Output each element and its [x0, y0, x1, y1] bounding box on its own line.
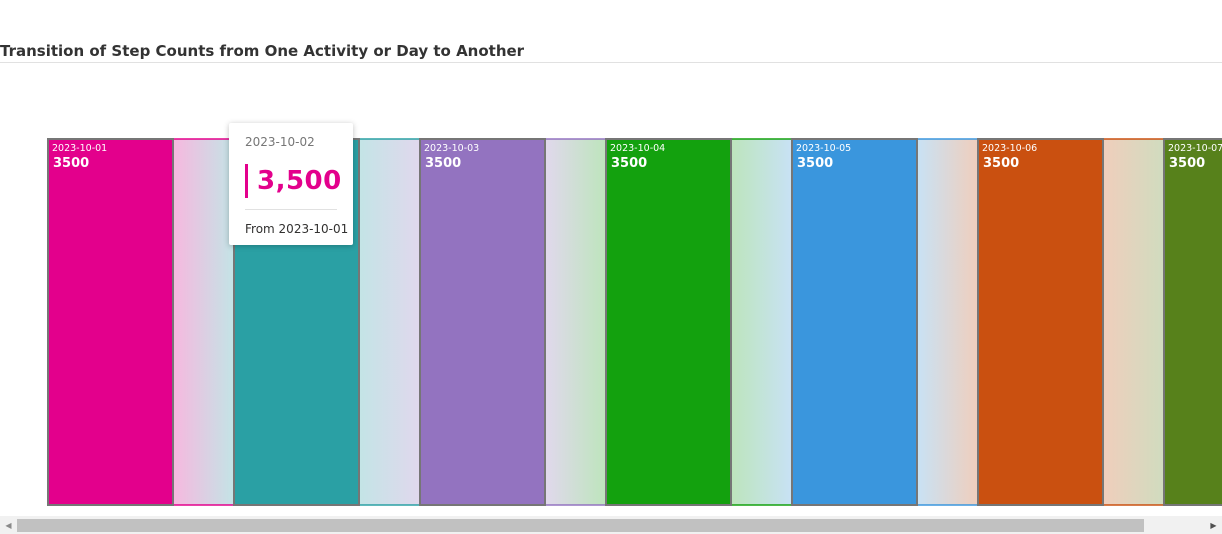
node-date-label: 2023-10-03 [424, 143, 479, 154]
sankey-chart: 2023-10-01 3500 2023-10-02 3500 2023-10-03 35… [47, 138, 1222, 506]
horizontal-scrollbar[interactable]: ◀ ▶ [0, 516, 1222, 534]
tooltip-date: 2023-10-02 [245, 135, 315, 149]
tooltip-divider [245, 209, 337, 210]
sankey-node[interactable] [1163, 138, 1222, 506]
node-date-label: 2023-10-04 [610, 143, 665, 154]
node-date-label: 2023-10-05 [796, 143, 851, 154]
sankey-link[interactable] [731, 139, 792, 505]
scroll-right-icon[interactable]: ▶ [1210, 520, 1217, 530]
node-value-label: 3500 [983, 156, 1019, 171]
sankey-link[interactable] [1103, 139, 1164, 505]
chart-title: Transition of Step Counts from One Activ… [0, 42, 525, 60]
chart-tooltip: 2023-10-02 3,500 From 2023-10-01 [229, 123, 353, 245]
tooltip-accent-bar [245, 164, 248, 198]
node-value-label: 3500 [611, 156, 647, 171]
sankey-node[interactable] [47, 138, 174, 506]
node-value-label: 3500 [1169, 156, 1205, 171]
node-value-label: 3500 [797, 156, 833, 171]
node-value-label: 3500 [53, 156, 89, 171]
sankey-link[interactable] [359, 139, 420, 505]
sankey-node[interactable] [419, 138, 546, 506]
tooltip-source: From 2023-10-01 [245, 222, 349, 236]
sankey-node[interactable] [977, 138, 1104, 506]
sankey-link[interactable] [545, 139, 606, 505]
sankey-link[interactable] [917, 139, 978, 505]
sankey-node[interactable] [605, 138, 732, 506]
node-date-label: 2023-10-07 [1168, 143, 1222, 154]
tooltip-value: 3,500 [257, 166, 342, 196]
scroll-left-icon[interactable]: ◀ [5, 520, 12, 530]
sankey-node[interactable] [791, 138, 918, 506]
scrollbar-thumb[interactable] [17, 519, 1144, 532]
node-value-label: 3500 [425, 156, 461, 171]
tooltip-value-row: 3,500 [245, 163, 353, 199]
node-date-label: 2023-10-01 [52, 143, 107, 154]
node-date-label: 2023-10-06 [982, 143, 1037, 154]
sankey-link[interactable] [173, 139, 234, 505]
title-divider [0, 62, 1222, 63]
